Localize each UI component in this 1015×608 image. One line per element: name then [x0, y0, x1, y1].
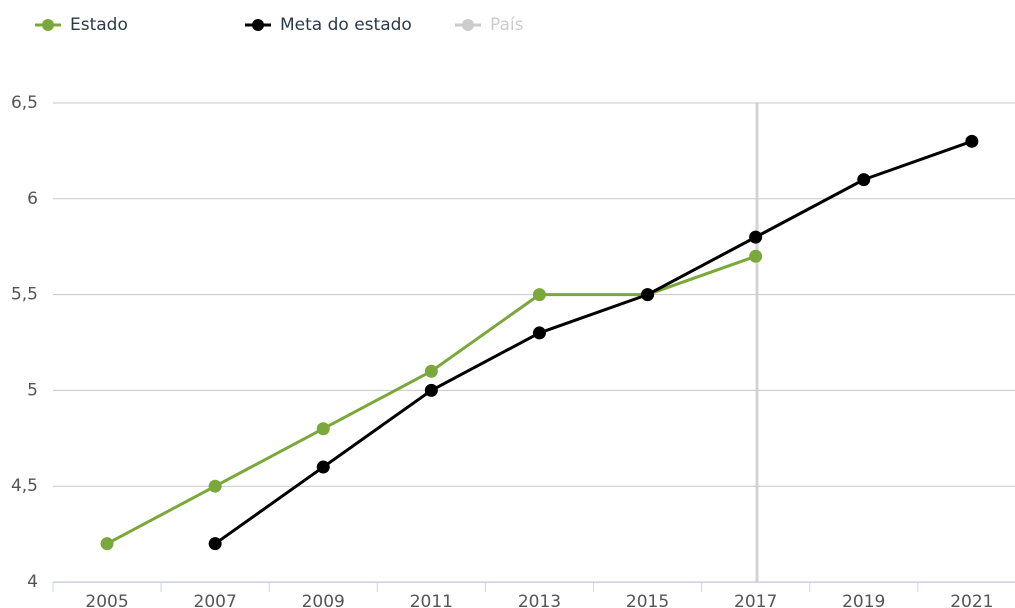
data-point [965, 134, 979, 148]
x-tick-label: 2015 [626, 592, 669, 608]
data-point [208, 537, 222, 551]
x-tick-label: 2013 [518, 592, 561, 608]
y-tick-label: 5 [27, 380, 38, 400]
data-point [208, 479, 222, 493]
grid [53, 102, 1015, 583]
x-tick-label: 2017 [734, 592, 777, 608]
legend-marker [252, 19, 264, 31]
x-tick-label: 2019 [842, 592, 885, 608]
x-tick-label: 2011 [410, 592, 453, 608]
legend-label: País [490, 15, 524, 35]
y-tick-label: 4,5 [11, 476, 38, 496]
data-point [749, 249, 763, 263]
y-tick-label: 6 [27, 189, 38, 209]
legend-label: Meta do estado [280, 15, 412, 35]
x-tick-label: 2005 [85, 592, 128, 608]
data-point [749, 230, 763, 244]
data-point [532, 326, 546, 340]
data-point [424, 383, 438, 397]
data-point [857, 173, 871, 187]
y-tick-label: 5,5 [11, 285, 38, 305]
data-point [532, 288, 546, 302]
series-line [214, 139, 973, 545]
data-point [316, 460, 330, 474]
series-line [106, 254, 757, 546]
legend-marker [42, 19, 54, 31]
legend-label: Estado [70, 15, 128, 35]
data-point [316, 422, 330, 436]
x-tick-label: 2007 [194, 592, 237, 608]
legend-marker [462, 19, 474, 31]
y-tick-label: 6,5 [11, 93, 38, 113]
data-point [100, 537, 114, 551]
x-tick-label: 2009 [302, 592, 345, 608]
x-tick-label: 2021 [950, 592, 993, 608]
data-point [424, 364, 438, 378]
data-point [641, 288, 655, 302]
y-tick-label: 4 [27, 572, 38, 592]
